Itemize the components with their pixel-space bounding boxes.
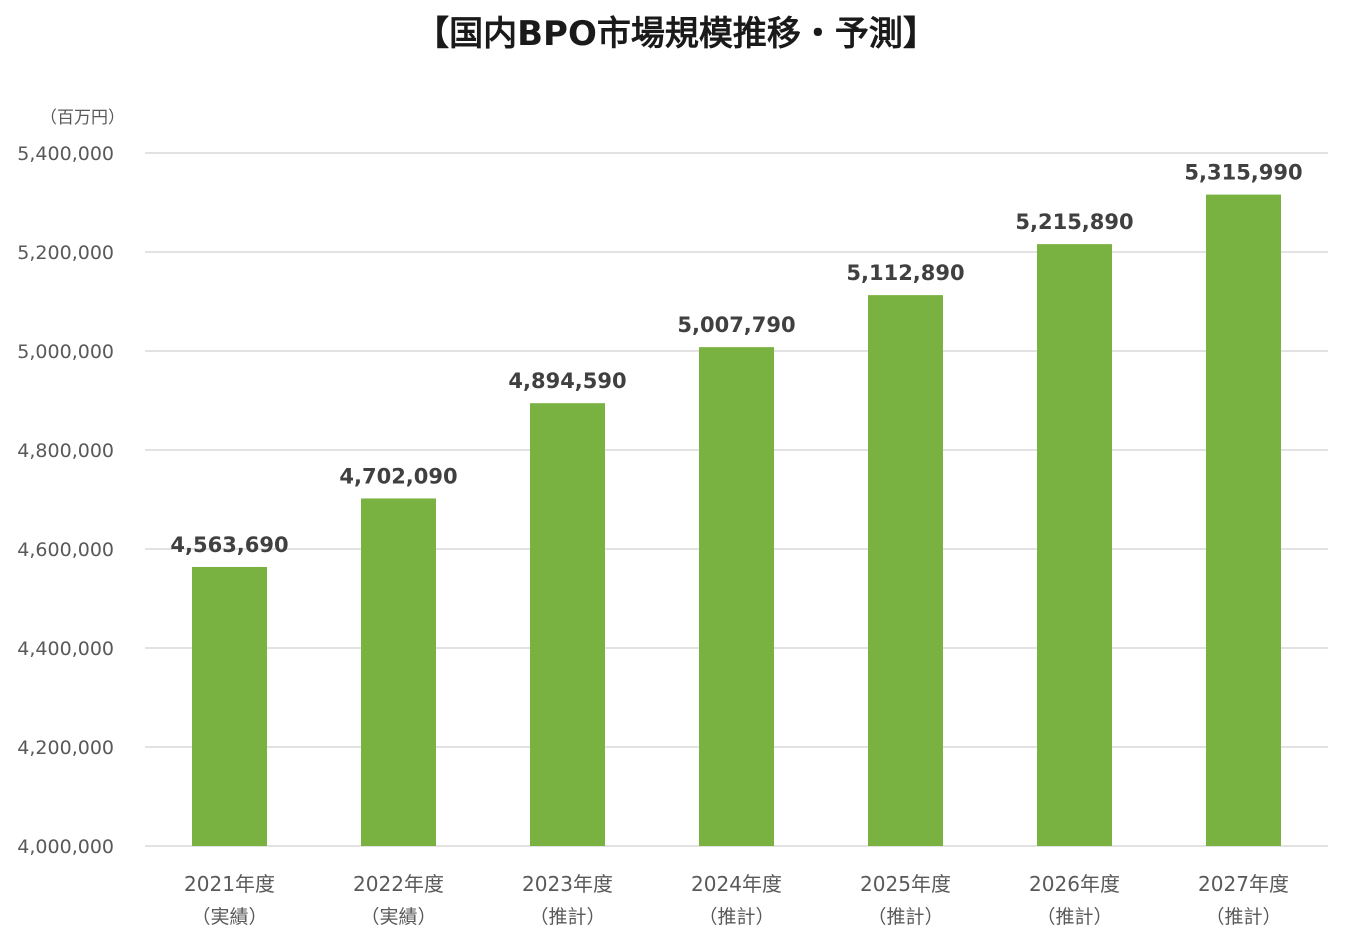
y-tick-label: 4,400,000 bbox=[17, 638, 114, 660]
y-tick-label: 5,200,000 bbox=[17, 242, 114, 264]
data-label: 4,563,690 bbox=[170, 533, 288, 557]
bar-2021年度 bbox=[192, 566, 267, 846]
x-category-note: （推計） bbox=[867, 906, 943, 928]
y-tick-label: 5,400,000 bbox=[17, 143, 114, 165]
x-category-note: （実績） bbox=[360, 906, 436, 928]
data-label: 4,702,090 bbox=[339, 464, 457, 488]
bars bbox=[192, 194, 1281, 846]
y-axis-ticks: 4,000,000 4,200,000 4,400,000 4,600,000 4,80… bbox=[17, 143, 114, 858]
x-category-label: 2025年度 bbox=[860, 872, 951, 896]
x-axis-categories: 2021年度 （実績） 2022年度 （実績） 2023年度 （推計） 2024年度 （推計）… bbox=[184, 872, 1289, 928]
bar-2026年度 bbox=[1037, 244, 1112, 846]
x-category-label: 2021年度 bbox=[184, 872, 275, 896]
y-tick-label: 4,000,000 bbox=[17, 836, 114, 858]
data-label: 5,007,790 bbox=[677, 313, 795, 337]
bar-2024年度 bbox=[699, 347, 774, 846]
x-category-note: （推計） bbox=[529, 906, 605, 928]
bar-2025年度 bbox=[868, 295, 943, 846]
x-category-note: （推計） bbox=[1205, 906, 1281, 928]
y-tick-label: 4,200,000 bbox=[17, 737, 114, 759]
x-category-note: （推計） bbox=[698, 906, 774, 928]
data-label: 4,894,590 bbox=[508, 369, 626, 393]
bar-2022年度 bbox=[361, 498, 436, 846]
bar-2027年度 bbox=[1206, 194, 1281, 846]
y-axis-unit-label: （百万円） bbox=[40, 108, 125, 128]
data-label: 5,315,990 bbox=[1184, 161, 1302, 185]
bar-2023年度 bbox=[530, 403, 605, 846]
x-category-label: 2023年度 bbox=[522, 872, 613, 896]
x-category-label: 2026年度 bbox=[1029, 872, 1120, 896]
data-label: 5,112,890 bbox=[846, 261, 964, 285]
x-category-note: （実績） bbox=[191, 906, 267, 928]
y-tick-label: 5,000,000 bbox=[17, 341, 114, 363]
data-label: 5,215,890 bbox=[1015, 210, 1133, 234]
y-tick-label: 4,800,000 bbox=[17, 440, 114, 462]
x-category-note: （推計） bbox=[1036, 906, 1112, 928]
y-tick-label: 4,600,000 bbox=[17, 539, 114, 561]
x-category-label: 2024年度 bbox=[691, 872, 782, 896]
data-labels: 4,563,690 4,702,090 4,894,590 5,007,790 5,11… bbox=[170, 161, 1302, 557]
chart-title: 【国内BPO市場規模推移・予測】 bbox=[415, 14, 937, 54]
x-category-label: 2022年度 bbox=[353, 872, 444, 896]
x-category-label: 2027年度 bbox=[1198, 872, 1289, 896]
